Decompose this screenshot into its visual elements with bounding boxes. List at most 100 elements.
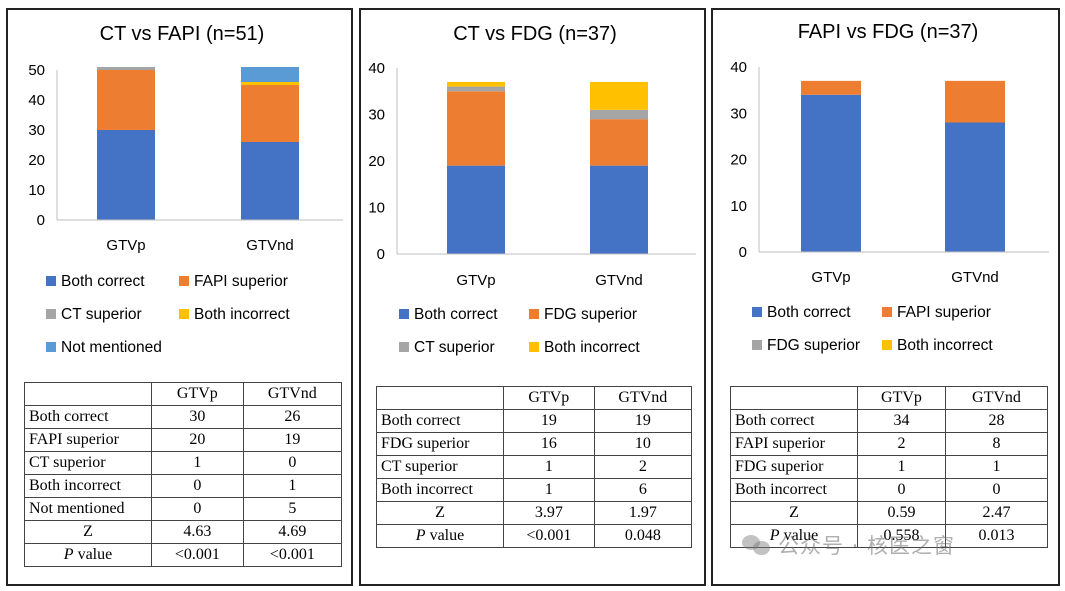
legend-swatch — [179, 276, 189, 286]
legend-label: FDG superior — [544, 306, 637, 323]
table-row-label: Both correct — [730, 409, 858, 433]
table-row-label: CT superior — [24, 451, 152, 475]
table-row: Not mentioned 0 5 — [24, 497, 343, 521]
table-row: Both correct 30 26 — [24, 405, 343, 429]
table-header-row: GTVp GTVnd — [376, 386, 693, 410]
bar-gtvnd-both-incorrect — [590, 81, 648, 110]
legend-label: Both incorrect — [544, 339, 640, 356]
chart-fapi-vs-fdg: FAPI vs FDG (n=37) 0 10 20 30 40 GTVp GTVnd Both… — [730, 21, 1049, 354]
y-tick-label: 20 — [730, 152, 747, 169]
table-cell: 19 — [593, 409, 693, 433]
table-header-row: GTVp GTVnd — [730, 386, 1049, 410]
chart-title: CT vs FDG (n=37) — [453, 23, 617, 45]
table-fapi-vs-fdg: GTVp GTVnd Both correct 34 28 FAPI superior 2 8… — [730, 386, 1049, 548]
table-cell: 2 — [857, 432, 946, 456]
legend-label: FDG superior — [767, 337, 860, 354]
table-row-label: CT superior — [376, 455, 504, 479]
table-row-label: FDG superior — [730, 455, 858, 479]
table-cell: 1 — [944, 455, 1049, 479]
table-ct-vs-fapi: GTVp GTVnd Both correct 30 26 FAPI superior 20… — [24, 382, 343, 567]
bar-gtvp-both-correct — [801, 94, 861, 252]
legend-label: FAPI superior — [897, 304, 991, 321]
table-cell: 0.558 — [857, 524, 946, 548]
y-tick-label: 40 — [368, 60, 385, 77]
legend-item-ct-superior: CT superior — [399, 339, 495, 356]
bar-gtvnd-fapi-superior — [945, 85, 1005, 123]
legend-swatch — [46, 309, 56, 319]
table-row: FDG superior 16 10 — [376, 432, 693, 456]
legend-swatch — [399, 309, 409, 319]
table-cell: 2.47 — [944, 501, 1049, 525]
table-cell: 0.59 — [857, 501, 946, 525]
table-cell: 30 — [151, 405, 244, 429]
table-cell: 0.048 — [593, 524, 693, 548]
table-corner-cell — [24, 382, 152, 406]
table-row-label: Z — [376, 501, 504, 525]
x-tick-label: GTVp — [456, 272, 495, 289]
legend-swatch — [46, 342, 56, 352]
table-cell: 0 — [151, 474, 244, 498]
x-tick-label: GTVnd — [595, 272, 643, 289]
table-row: Z 4.63 4.69 — [24, 520, 343, 544]
table-cell: 1 — [503, 478, 595, 502]
table-row: Z 3.97 1.97 — [376, 501, 693, 525]
legend-label: CT superior — [61, 306, 142, 323]
bar-gtvp-both-correct — [447, 165, 505, 254]
table-row-label: Both incorrect — [376, 478, 504, 502]
legend-label: Both incorrect — [897, 337, 993, 354]
y-tick-label: 30 — [730, 105, 747, 122]
table-ct-vs-fdg: GTVp GTVnd Both correct 19 19 FDG superior 16 1… — [376, 386, 693, 548]
table-cell: <0.001 — [503, 524, 595, 548]
table-corner-cell — [730, 386, 858, 410]
bar-gtvnd-fapi-superior — [241, 85, 299, 142]
legend-item-both-correct: Both correct — [399, 306, 498, 323]
y-tick-label: 30 — [368, 107, 385, 124]
table-column-header: GTVp — [503, 386, 595, 410]
table-row-label: Both correct — [24, 405, 152, 429]
legend-label: CT superior — [414, 339, 495, 356]
table-cell: 3.97 — [503, 501, 595, 525]
table-row: Both incorrect 1 6 — [376, 478, 693, 502]
legend-swatch — [882, 307, 892, 317]
y-tick-label: 40 — [28, 92, 45, 109]
bar-gtvp-fapi-superior — [801, 85, 861, 95]
legend-label: Both correct — [414, 306, 498, 323]
legend-label: FAPI superior — [194, 273, 288, 290]
table-column-header: GTVp — [857, 386, 946, 410]
bar-gtvnd-fdg-superior — [590, 119, 648, 166]
table-row: CT superior 1 2 — [376, 455, 693, 479]
legend-item-fapi-superior: FAPI superior — [179, 273, 288, 290]
table-row-label: Z — [24, 520, 152, 544]
y-tick-label: 10 — [730, 198, 747, 215]
table-row-label: Not mentioned — [24, 497, 152, 521]
legend-swatch — [529, 342, 539, 352]
bar-gtvnd-both-correct — [945, 122, 1005, 252]
table-row: P value <0.001 0.048 — [376, 524, 693, 548]
table-cell: 0 — [242, 451, 343, 475]
x-tick-label: GTVnd — [246, 237, 294, 254]
y-tick-label: 0 — [37, 212, 45, 229]
y-tick-label: 10 — [368, 200, 385, 217]
table-row: FAPI superior 2 8 — [730, 432, 1049, 456]
table-cell: 1 — [503, 455, 595, 479]
legend-swatch — [179, 309, 189, 319]
panel-ct-vs-fdg: CT vs FDG (n=37) 0 10 20 30 40 GTVp GTVnd Both c… — [359, 8, 706, 586]
table-cell: 16 — [503, 432, 595, 456]
table-row: Both incorrect 0 0 — [730, 478, 1049, 502]
table-cell: <0.001 — [242, 543, 343, 567]
table-row-label: Both correct — [376, 409, 504, 433]
bar-gtvp-ct-superior — [447, 86, 505, 92]
legend-swatch — [752, 307, 762, 317]
y-tick-label: 10 — [28, 182, 45, 199]
legend-item-both-incorrect: Both incorrect — [179, 306, 290, 323]
table-cell: 1 — [857, 455, 946, 479]
y-tick-label: 20 — [368, 153, 385, 170]
table-cell: 4.69 — [242, 520, 343, 544]
table-row-label: FAPI superior — [24, 428, 152, 452]
legend-item-both-correct: Both correct — [46, 273, 145, 290]
table-cell: 10 — [593, 432, 693, 456]
bar-gtvnd-both-correct — [590, 165, 648, 254]
table-row-label: Z — [730, 501, 858, 525]
legend-item-fapi-superior: FAPI superior — [882, 304, 991, 321]
table-row: FAPI superior 20 19 — [24, 428, 343, 452]
